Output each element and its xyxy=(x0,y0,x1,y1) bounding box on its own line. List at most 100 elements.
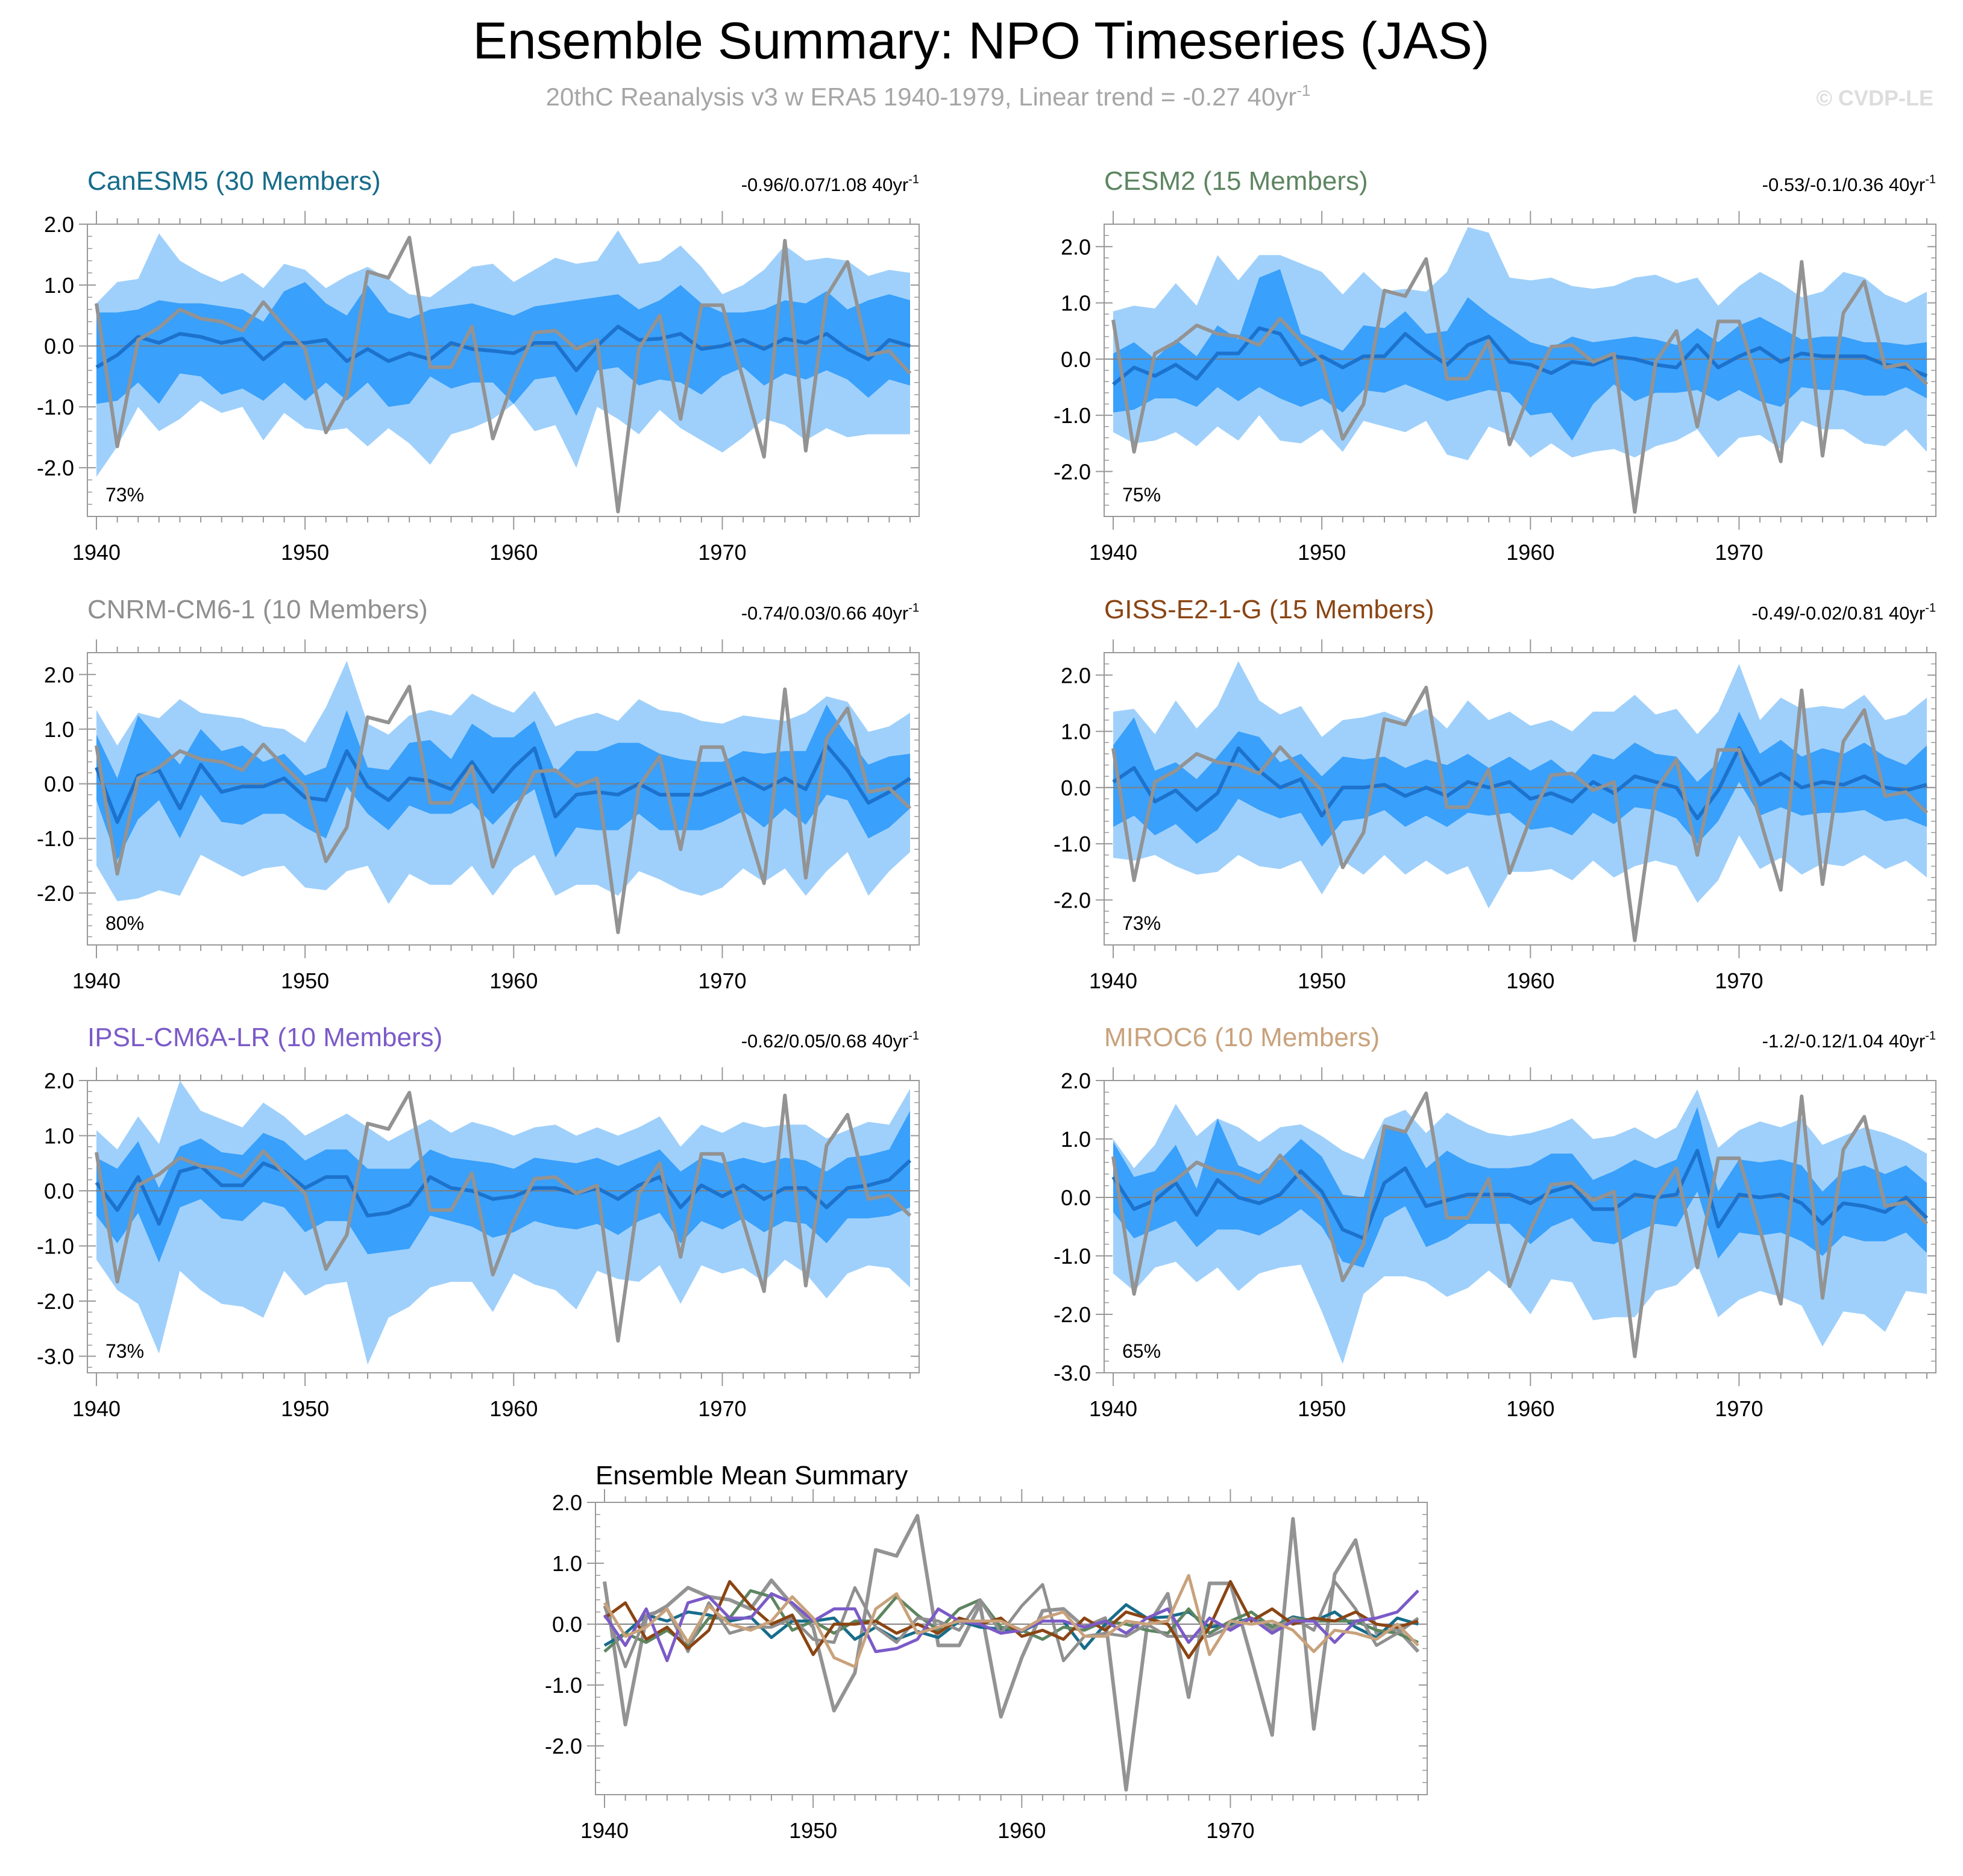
panel-2: 2.0 1.0 0.0 -1.0 -2.0 1940 1950 1960 1970 CESM2 (… xyxy=(1054,166,1936,565)
panel-3-title: CNRM-CM6-1 (10 Members) xyxy=(87,595,428,624)
panel-1: 2.0 1.0 0.0 -1.0 -2.0 1940 1950 1960 1970 CanESM5… xyxy=(37,166,920,565)
panel-1-ytick-label: 2.0 xyxy=(44,212,74,237)
panel-2-ytick-label: -2.0 xyxy=(1054,459,1091,484)
panel-6-ytick-label: -2.0 xyxy=(1054,1302,1091,1327)
panel-1-ytick-label: -2.0 xyxy=(37,456,74,480)
panel-1-trend-value: -0.96/0.07/1.08 40yr xyxy=(741,174,908,195)
panel-6-inner-band xyxy=(1113,1106,1927,1268)
panel-5-frame xyxy=(87,1080,920,1373)
panel-4-ytick-label: 2.0 xyxy=(1061,663,1091,688)
panel-6-ytick-label: 1.0 xyxy=(1061,1127,1091,1152)
panel-3-trend: -0.74/0.03/0.66 40yr-1 xyxy=(741,601,919,624)
panel-4-trend-sup: -1 xyxy=(1925,601,1936,615)
panel-4-percent: 73% xyxy=(1122,912,1161,934)
panel-3-frame xyxy=(87,652,920,946)
panel-2-xtick-label: 1950 xyxy=(1298,540,1346,565)
panel-4-inner-band xyxy=(1113,711,1927,847)
panel-2-ytick-label: 1.0 xyxy=(1061,291,1091,316)
panel-1-trend: -0.96/0.07/1.08 40yr-1 xyxy=(741,173,919,195)
panel-5-trend-value: -0.62/0.05/0.68 40yr xyxy=(741,1031,908,1052)
panel-5-inner-band xyxy=(96,1111,910,1263)
panel-5-ytick-label: -2.0 xyxy=(37,1289,74,1314)
panel-1-ytick-label: 0.0 xyxy=(44,334,74,359)
panel-3-ytick-label: 0.0 xyxy=(44,772,74,797)
panel-4-xtick-label: 1940 xyxy=(1089,968,1137,993)
panel-2-trend-sup: -1 xyxy=(1925,173,1936,186)
panel-6-xtick-label: 1940 xyxy=(1089,1396,1137,1421)
panel-1-xtick-label: 1960 xyxy=(489,540,538,565)
panel-6-xtick-label: 1960 xyxy=(1506,1396,1554,1421)
panel-3-ytick-label: 1.0 xyxy=(44,717,74,742)
summary-ytick-label: 1.0 xyxy=(552,1551,582,1576)
panel-3-ytick-label: -1.0 xyxy=(37,826,74,851)
panel-6-trend-value: -1.2/-0.12/1.04 40yr xyxy=(1762,1031,1926,1052)
panel-4: 2.0 1.0 0.0 -1.0 -2.0 1940 1950 1960 1970 GISS-E2… xyxy=(1054,595,1936,993)
panel-3-trend-value: -0.74/0.03/0.66 40yr xyxy=(741,603,908,624)
panel-6-trend-sup: -1 xyxy=(1925,1029,1936,1043)
summary-frame xyxy=(595,1502,1428,1795)
panel-6-ytick-label: -1.0 xyxy=(1054,1244,1091,1269)
panel-6-observations-line xyxy=(1111,1091,1929,1358)
panel-4-ytick-label: 0.0 xyxy=(1061,776,1091,800)
summary-ytick-label: 2.0 xyxy=(552,1490,582,1515)
panel-5: 2.0 1.0 0.0 -1.0 -2.0 -3.0 1940 1950 1960 1970 IPS… xyxy=(37,1023,920,1421)
summary-xtick-label: 1950 xyxy=(789,1818,837,1843)
panel-4-ytick-label: -2.0 xyxy=(1054,888,1091,912)
panel-6-percent: 65% xyxy=(1122,1340,1161,1362)
panel-6-frame xyxy=(1104,1080,1936,1373)
panel-4-xtick-label: 1960 xyxy=(1506,968,1554,993)
panel-4-xtick-label: 1950 xyxy=(1298,968,1346,993)
panel-2-xtick-label: 1940 xyxy=(1089,540,1137,565)
panel-5-xtick-label: 1950 xyxy=(281,1396,329,1421)
panel-4-observations-line xyxy=(1111,685,1929,943)
panel-5-percent: 73% xyxy=(105,1340,144,1362)
summary-ytick-label: -2.0 xyxy=(545,1734,582,1758)
panel-3-xtick-label: 1970 xyxy=(698,968,746,993)
panel-1-inner-band xyxy=(96,282,910,416)
panel-2-observations-line xyxy=(1111,257,1929,514)
panel-5-observations-line xyxy=(95,1091,912,1343)
panel-4-trend-value: -0.49/-0.02/0.81 40yr xyxy=(1751,603,1925,624)
panel-3-xtick-label: 1960 xyxy=(489,968,538,993)
panel-2-percent: 75% xyxy=(1122,484,1161,506)
panel-5-ytick-label: 0.0 xyxy=(44,1179,74,1203)
panel-5-ytick-label: -3.0 xyxy=(37,1344,74,1369)
figure-subtitle: 20thC Reanalysis v3 w ERA5 1940-1979, Li… xyxy=(546,81,1311,111)
panel-2-ytick-label: 2.0 xyxy=(1061,234,1091,259)
summary-observations-line xyxy=(603,1514,1420,1792)
panel-4-ytick-label: -1.0 xyxy=(1054,832,1091,856)
panel-3-xtick-label: 1950 xyxy=(281,968,329,993)
panel-5-ytick-label: 1.0 xyxy=(44,1124,74,1149)
panel-2-inner-band xyxy=(1113,269,1927,441)
figure-title: Ensemble Summary: NPO Timeseries (JAS) xyxy=(473,12,1490,70)
panel-2-title: CESM2 (15 Members) xyxy=(1104,166,1368,196)
panel-4-xtick-label: 1970 xyxy=(1715,968,1763,993)
panel-1-percent: 73% xyxy=(105,484,144,506)
summary-xtick-label: 1970 xyxy=(1206,1818,1254,1843)
panel-2-ytick-label: -1.0 xyxy=(1054,403,1091,428)
panel-3-trend-sup: -1 xyxy=(908,601,919,615)
panel-3-ytick-label: 2.0 xyxy=(44,662,74,687)
panel-3-percent: 80% xyxy=(105,912,144,934)
panel-1-ytick-label: -1.0 xyxy=(37,395,74,419)
panel-6-trend: -1.2/-0.12/1.04 40yr-1 xyxy=(1762,1029,1936,1052)
panel-6-xtick-label: 1970 xyxy=(1715,1396,1763,1421)
summary-xtick-label: 1940 xyxy=(580,1818,629,1843)
panel-2-trend-value: -0.53/-0.1/0.36 40yr xyxy=(1762,174,1926,195)
panel-1-xtick-label: 1950 xyxy=(281,540,329,565)
panel-3: 2.0 1.0 0.0 -1.0 -2.0 1940 1950 1960 1970 CNRM-CM… xyxy=(37,595,920,993)
panel-1-title: CanESM5 (30 Members) xyxy=(87,166,381,196)
panel-5-trend: -0.62/0.05/0.68 40yr-1 xyxy=(741,1029,919,1052)
panel-2-xtick-label: 1970 xyxy=(1715,540,1763,565)
panel-2-xtick-label: 1960 xyxy=(1506,540,1554,565)
summary-xtick-label: 1960 xyxy=(997,1818,1046,1843)
panel-5-xtick-label: 1960 xyxy=(489,1396,538,1421)
panel-3-observations-line xyxy=(95,685,912,935)
panel-6-xtick-label: 1950 xyxy=(1298,1396,1346,1421)
panel-6-ytick-label: 0.0 xyxy=(1061,1185,1091,1210)
panel-5-title: IPSL-CM6A-LR (10 Members) xyxy=(87,1023,442,1052)
panel-1-ytick-label: 1.0 xyxy=(44,273,74,298)
panel-3-ytick-label: -2.0 xyxy=(37,881,74,906)
panel-1-observations-line xyxy=(95,236,912,513)
